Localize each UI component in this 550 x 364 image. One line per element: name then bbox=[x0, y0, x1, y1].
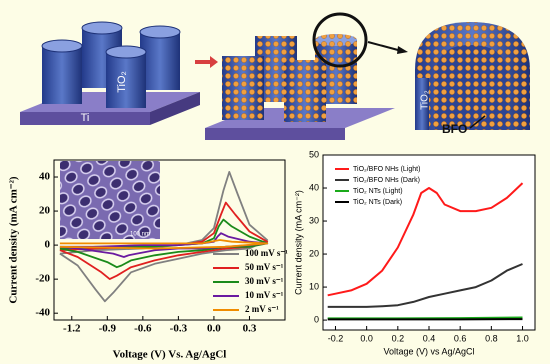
legend-label: 100 mV s⁻¹ bbox=[245, 248, 288, 258]
x-axis-label: Voltage (V) Vs. Ag/AgCl bbox=[113, 349, 227, 361]
y-tick-label: 40 bbox=[309, 182, 319, 192]
x-tick-label: 0.0 bbox=[207, 323, 221, 335]
substrate-2-edge bbox=[205, 128, 345, 140]
y-axis-label: Current density (mA cm⁻²) bbox=[8, 176, 20, 303]
schematic: TiO₂ Ti TiO₂ BFO bbox=[20, 14, 530, 140]
inset-image bbox=[60, 161, 160, 239]
figure: TiO₂ Ti TiO₂ BFO 100 nm -1.2 -0.9 -0.6 -0.3… bbox=[0, 0, 550, 364]
x-tick-label: 0.6 bbox=[454, 333, 467, 343]
x-axis-label: Voltage (V) vs Ag/AgCl bbox=[383, 346, 474, 356]
y-tick-label: -20 bbox=[35, 273, 50, 285]
inset-scale: 100 nm bbox=[130, 232, 150, 238]
chart: -0.2 0.0 0.2 0.4 0.6 0.8 1.0 0 10 20 30 40 50 Voltage… bbox=[293, 149, 535, 356]
legend-label: 30 mV s⁻¹ bbox=[245, 276, 284, 286]
legend-label: TiO₂/BFO NHs (Light) bbox=[353, 166, 420, 173]
y-tick-label: -40 bbox=[35, 307, 50, 319]
y-tick-label: 40 bbox=[39, 171, 51, 183]
y-tick-label: 30 bbox=[309, 215, 319, 225]
legend-label: TiO₂ NTs (Light) bbox=[353, 188, 403, 195]
x-tick-label: -0.9 bbox=[99, 323, 117, 335]
x-tick-label: -1.2 bbox=[63, 323, 81, 335]
legend-label: 2 mV s⁻¹ bbox=[245, 304, 279, 314]
particle-label: BFO bbox=[442, 122, 467, 136]
particles bbox=[415, 22, 530, 130]
x-tick-label: 0.0 bbox=[360, 333, 373, 343]
legend-label: TiO₂/BFO NHs (Dark) bbox=[353, 177, 420, 184]
y-tick-label: 50 bbox=[309, 149, 319, 159]
substrate-label: Ti bbox=[81, 112, 90, 124]
y-tick-label: 0 bbox=[314, 314, 319, 324]
x-tick-label: 0.3 bbox=[243, 323, 257, 335]
y-axis-label: Current density (mA cm⁻²) bbox=[293, 190, 303, 295]
arrow bbox=[195, 56, 218, 68]
legend-label: TiO₂ NTs (Dark) bbox=[353, 199, 402, 206]
x-tick-label: 0.4 bbox=[423, 333, 436, 343]
pointer bbox=[368, 42, 398, 50]
x-tick-label: 0.8 bbox=[485, 333, 498, 343]
y-tick-label: 0 bbox=[45, 239, 51, 251]
x-tick-label: -0.3 bbox=[170, 323, 188, 335]
x-tick-label: -0.2 bbox=[328, 333, 344, 343]
legend-label: 50 mV s⁻¹ bbox=[245, 262, 284, 272]
pointer-head bbox=[397, 46, 408, 54]
y-tick-label: 20 bbox=[309, 248, 319, 258]
y-tick-label: 10 bbox=[309, 281, 319, 291]
tube-label: TiO₂ bbox=[116, 71, 128, 93]
cut-tube-label: TiO₂ bbox=[420, 90, 431, 110]
x-tick-label: 1.0 bbox=[516, 333, 529, 343]
x-tick-label: 0.2 bbox=[392, 333, 405, 343]
legend-label: 10 mV s⁻¹ bbox=[245, 290, 284, 300]
x-tick-label: -0.6 bbox=[134, 323, 152, 335]
y-tick-label: 20 bbox=[39, 205, 51, 217]
